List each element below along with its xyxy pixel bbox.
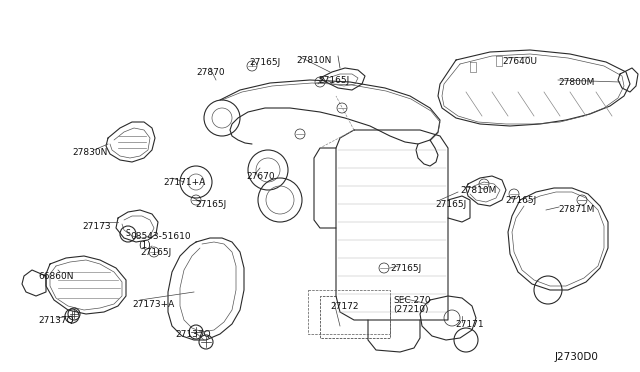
Text: 66860N: 66860N [38, 272, 74, 281]
Text: SEC.270: SEC.270 [393, 296, 431, 305]
Text: 27165J: 27165J [435, 200, 467, 209]
Text: 27165J: 27165J [505, 196, 536, 205]
Text: 27165J: 27165J [140, 248, 172, 257]
Text: 27870: 27870 [196, 68, 225, 77]
Text: J2730D0: J2730D0 [555, 352, 599, 362]
Text: 27165J: 27165J [318, 76, 349, 85]
Text: 27871M: 27871M [558, 205, 595, 214]
Text: (1): (1) [138, 241, 151, 250]
Text: 08543-51610: 08543-51610 [130, 232, 191, 241]
Text: S: S [125, 230, 131, 238]
Text: 27171: 27171 [455, 320, 484, 329]
Text: 27172: 27172 [330, 302, 358, 311]
Text: 27171+A: 27171+A [163, 178, 205, 187]
Text: 27165J: 27165J [249, 58, 280, 67]
Text: 27137Q: 27137Q [38, 316, 74, 325]
Text: 27165J: 27165J [195, 200, 227, 209]
Text: 27173: 27173 [82, 222, 111, 231]
Text: 27830N: 27830N [72, 148, 108, 157]
Text: 27173+A: 27173+A [132, 300, 174, 309]
Text: 27810N: 27810N [296, 56, 332, 65]
Text: 27640U: 27640U [502, 57, 537, 66]
Text: 27810M: 27810M [460, 186, 497, 195]
Text: 27670: 27670 [246, 172, 275, 181]
Text: 27137Q: 27137Q [175, 330, 211, 339]
Text: 27800M: 27800M [558, 78, 595, 87]
Text: (27210): (27210) [393, 305, 429, 314]
Text: 27165J: 27165J [390, 264, 421, 273]
